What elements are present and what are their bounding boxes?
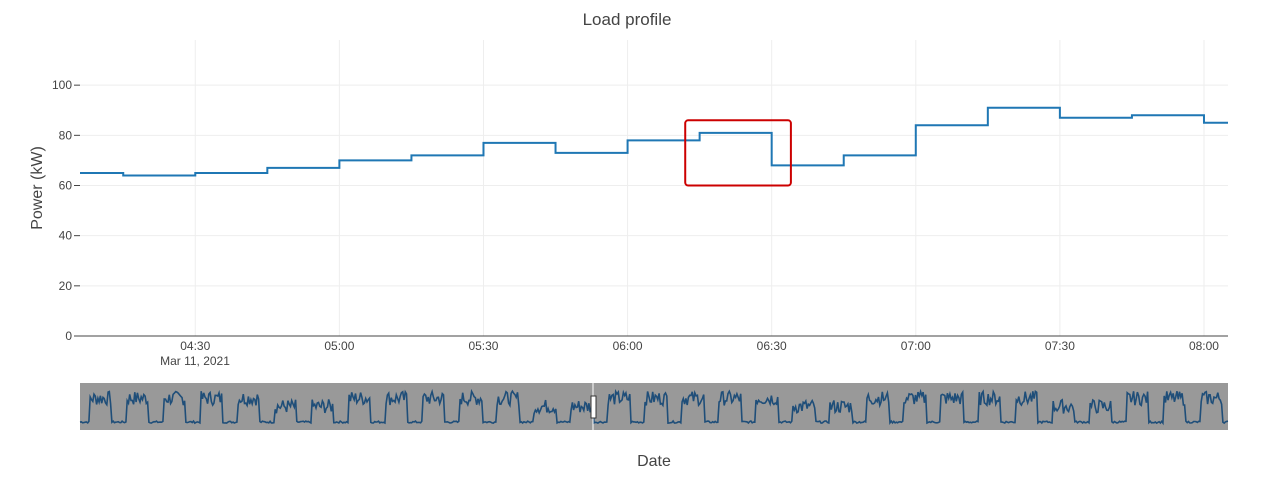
x-axis-ticks: 04:30 05:00 05:30 06:00 06:30 07:00 07:30 08:00 xyxy=(180,339,1219,353)
y-tick-label: 0 xyxy=(65,329,72,343)
x-tick-label: 05:00 xyxy=(324,339,354,353)
range-slider[interactable] xyxy=(79,383,1229,430)
chart-title: Load profile xyxy=(583,10,672,29)
x-tick-label: 07:00 xyxy=(901,339,931,353)
y-axis-ticks: 0 20 40 60 80 100 xyxy=(52,78,80,343)
series-line-power xyxy=(80,106,1228,177)
x-tick-label: 08:00 xyxy=(1189,339,1219,353)
x-gridlines xyxy=(194,40,1205,336)
x-tick-label: 04:30 xyxy=(180,339,210,353)
x-tick-label: 07:30 xyxy=(1045,339,1075,353)
y-tick-label: 100 xyxy=(52,78,72,92)
y-tick-label: 20 xyxy=(59,279,73,293)
y-tick-label: 60 xyxy=(59,178,73,192)
y-tick-label: 80 xyxy=(59,128,73,142)
range-slider-handle[interactable] xyxy=(590,395,597,419)
x-tick-label: 06:30 xyxy=(757,339,787,353)
y-axis-title: Power (kW) xyxy=(29,146,46,230)
x-tick-label: 06:00 xyxy=(613,339,643,353)
x-axis-date-label: Mar 11, 2021 xyxy=(160,354,230,368)
y-tick-label: 40 xyxy=(59,229,73,243)
range-slider-series-line xyxy=(79,388,1229,426)
highlight-box xyxy=(684,119,792,187)
x-tick-label: 05:30 xyxy=(468,339,498,353)
x-axis-title: Date xyxy=(637,453,671,470)
y-gridlines xyxy=(80,84,1228,287)
